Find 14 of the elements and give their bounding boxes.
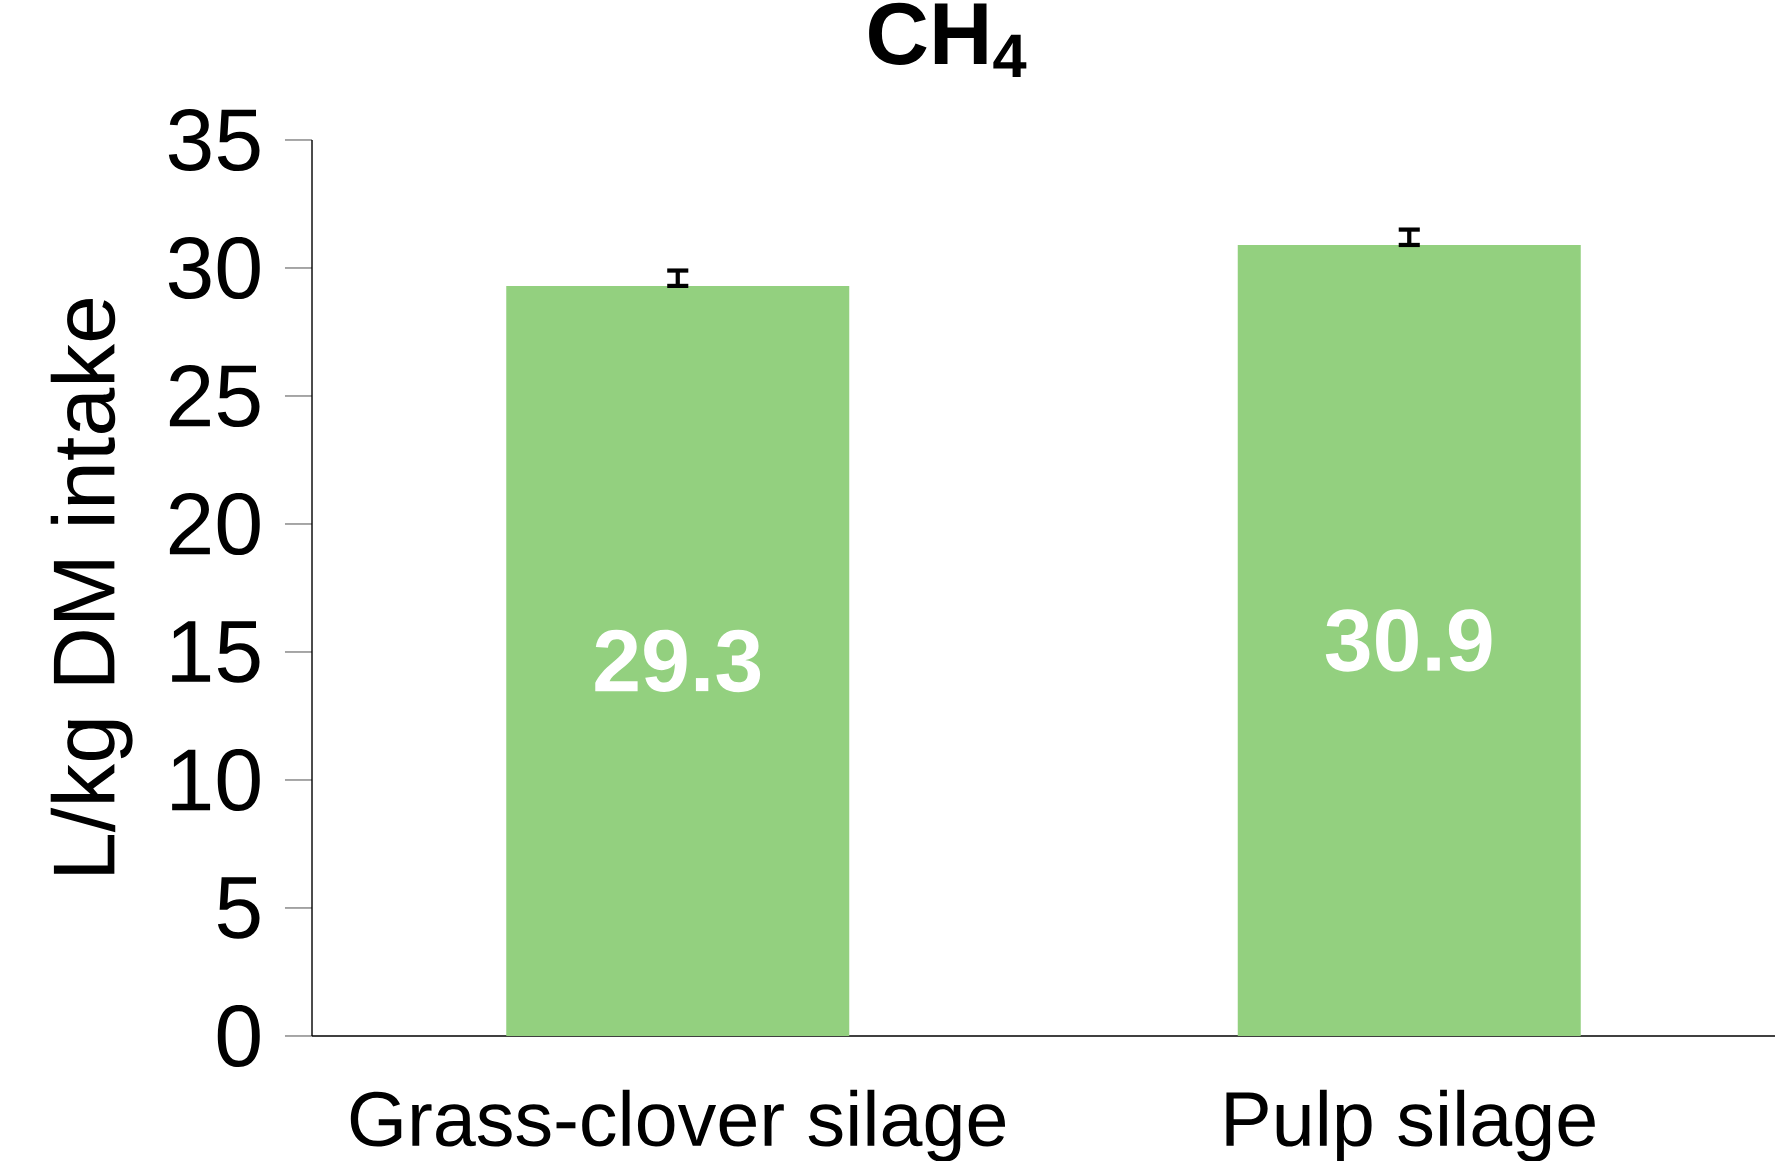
x-tick-label: Grass-clover silage [350, 1089, 1006, 1161]
chart-title: CH$_{4}$ [869, 2, 1027, 78]
data-label: 30.9 [1325, 609, 1492, 672]
y-tick-label: 25 [169, 364, 260, 428]
y-tick-label: 0 [217, 1004, 260, 1068]
y-tick-label: 20 [169, 492, 260, 556]
y-axis-title: L/kg DM intake [50, 298, 133, 874]
x-tick-label: Pulp silage [1226, 1089, 1595, 1161]
y-tick-label: 5 [217, 877, 260, 939]
y-tick-label: 35 [168, 108, 260, 172]
y-tick-label: 10 [172, 748, 260, 812]
y-tick-label: 15 [172, 621, 260, 683]
y-tick-label: 30 [168, 236, 260, 300]
data-label: 29.3 [595, 629, 761, 693]
